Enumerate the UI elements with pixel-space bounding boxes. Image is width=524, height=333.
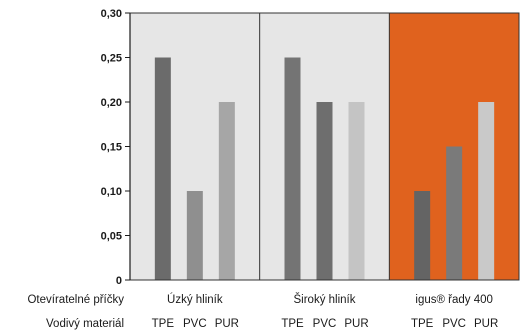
material-label-2-tpe: TPE [281, 318, 304, 330]
group-label-3: igus® řady 400 [415, 294, 493, 306]
bar-marks [154, 57, 495, 280]
material-label-2-pur: PUR [344, 318, 368, 330]
material-label-1-pur: PUR [215, 318, 239, 330]
bar-2-pvc [316, 102, 333, 280]
material-label-2-pvc: PVC [313, 318, 337, 330]
bar-2-tpe [284, 57, 301, 280]
bar-3-pvc [446, 146, 463, 280]
bar-3-tpe [414, 191, 431, 280]
row-label-profile: Otevíratelné příčky [27, 294, 124, 306]
material-label-3-pur: PUR [474, 318, 498, 330]
row-label-material: Vodivý materiál [46, 318, 124, 330]
y-tick-label-6: 0,30 [101, 8, 122, 20]
category-labels: Otevíratelné příčky Vodivý materiál Úzký… [27, 293, 498, 330]
y-tick-label-0: 0 [116, 275, 122, 287]
y-tick-label-4: 0,20 [101, 97, 122, 109]
group-label-2: Široký hliník [294, 293, 356, 306]
material-label-3-tpe: TPE [411, 318, 434, 330]
y-tick-label-2: 0,10 [101, 186, 122, 198]
material-label-1-pvc: PVC [183, 318, 207, 330]
bar-1-pvc [186, 191, 203, 280]
y-tick-label-5: 0,25 [101, 53, 122, 65]
material-label-1-tpe: TPE [152, 318, 175, 330]
y-axis: 0 0,05 0,10 0,15 0,20 0,25 0,30 [101, 8, 520, 287]
bar-3-pur [478, 102, 495, 280]
bar-1-pur [218, 102, 235, 280]
y-tick-label-1: 0,05 [101, 231, 122, 243]
y-tick-label-3: 0,15 [101, 142, 122, 154]
bar-1-tpe [154, 57, 171, 280]
group-label-1: Úzký hliník [167, 293, 223, 306]
material-label-3-pvc: PVC [442, 318, 466, 330]
bar-2-pur [348, 102, 365, 280]
